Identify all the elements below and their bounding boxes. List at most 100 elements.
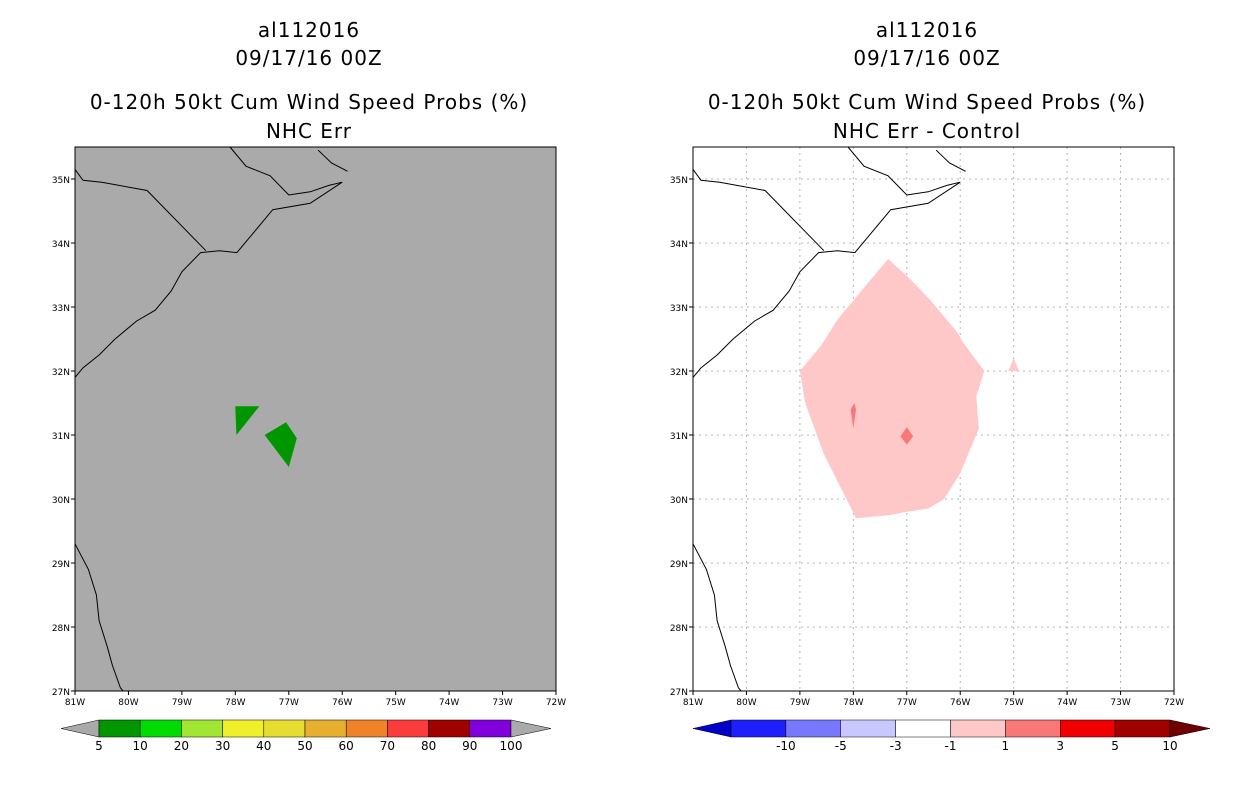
lon-tick-label: 77W <box>897 698 917 708</box>
map-frame <box>74 146 557 692</box>
coastline <box>692 146 961 378</box>
left-map-panel: al112016 09/17/16 00Z 0-120h 50kt Cum Wi… <box>52 18 566 753</box>
colorbar-label: 10 <box>1162 739 1177 753</box>
lat-tick-label: 35N <box>52 176 70 186</box>
lon-tick-label: 78W <box>843 698 863 708</box>
colorbar-swatch <box>840 719 896 738</box>
lat-tick-label: 31N <box>670 432 688 442</box>
right-product-title: 0-120h 50kt Cum Wind Speed Probs (%) <box>707 90 1147 114</box>
prob-area-5-10 <box>264 422 297 467</box>
lat-tick-label: 32N <box>52 368 70 378</box>
lon-tick-label: 79W <box>172 698 192 708</box>
lat-tick-label: 35N <box>670 176 688 186</box>
lon-tick-label: 75W <box>385 698 405 708</box>
colorbar-label: -5 <box>835 739 847 753</box>
colorbar-left-arrow <box>692 719 732 738</box>
lon-tick-label: 74W <box>1057 698 1077 708</box>
diff-area-3-5 <box>900 427 914 445</box>
lon-tick-label: 73W <box>1110 698 1130 708</box>
diff-area-1-3 <box>1008 358 1019 371</box>
colorbar-swatch <box>222 719 265 738</box>
colorbar-swatch <box>950 719 1006 738</box>
colorbar-swatch <box>469 719 512 738</box>
coastline-florida <box>74 543 124 692</box>
lon-tick-label: 81W <box>65 698 85 708</box>
colorbar-label: 70 <box>380 739 395 753</box>
colorbar-label: 40 <box>256 739 271 753</box>
colorbar-label: 90 <box>462 739 477 753</box>
outer-banks <box>935 149 966 172</box>
colorbar-swatch <box>387 719 429 738</box>
colorbar-swatch <box>730 719 787 738</box>
colorbar-swatch <box>1005 719 1061 738</box>
right-map-svg: 27N 28N 29N 30N 31N 32N 33N 34N 35N 81W 80W 79W 78W 7… <box>670 146 1211 753</box>
map-frame <box>692 146 1175 692</box>
coastline <box>74 146 343 378</box>
left-map-svg: 27N 28N 29N 30N 31N 32N 33N 34N 35N 81W 80W 79W 78W 7… <box>52 146 566 753</box>
state-border <box>692 169 825 252</box>
lon-tick-label: 72W <box>546 698 566 708</box>
lat-tick-label: 29N <box>670 560 688 570</box>
colorbar-swatch <box>98 719 141 738</box>
colorbar-label: 80 <box>421 739 436 753</box>
colorbar-label: 10 <box>133 739 148 753</box>
lat-tick-label: 30N <box>670 496 688 506</box>
colorbar-swatch <box>785 719 841 738</box>
colorbar-swatch <box>304 719 347 738</box>
right-storm-id: al112016 <box>875 18 979 42</box>
colorbar-label: 100 <box>500 739 523 753</box>
state-border <box>74 169 207 252</box>
colorbar-label: -3 <box>890 739 902 753</box>
lon-tick-label: 74W <box>439 698 459 708</box>
colorbar-swatch <box>181 719 223 738</box>
lat-tick-label: 32N <box>670 368 688 378</box>
colorbar-label: 5 <box>1111 739 1119 753</box>
lat-tick-label: 34N <box>52 240 70 250</box>
colorbar-swatch <box>139 719 182 738</box>
coastline-florida <box>692 543 742 692</box>
lat-tick-label: 33N <box>52 304 70 314</box>
diff-area-1-3 <box>799 259 985 519</box>
colorbar-left-arrow <box>60 719 100 738</box>
colorbar-swatch <box>345 719 388 738</box>
right-subtitle: NHC Err - Control <box>832 119 1022 143</box>
lon-tick-label: 73W <box>492 698 512 708</box>
lon-tick-label: 72W <box>1164 698 1184 708</box>
colorbar-right-arrow <box>1169 719 1211 738</box>
colorbar-label: 1 <box>1002 739 1010 753</box>
left-product-title: 0-120h 50kt Cum Wind Speed Probs (%) <box>89 90 529 114</box>
colorbar-label: 60 <box>339 739 354 753</box>
left-subtitle: NHC Err <box>265 119 353 143</box>
colorbar-label: 5 <box>95 739 103 753</box>
right-map-panel: al112016 09/17/16 00Z 0-120h 50kt Cum Wi… <box>618 0 1236 800</box>
left-datetime: 09/17/16 00Z <box>235 46 383 70</box>
colorbar-swatch <box>1060 719 1116 738</box>
colorbar-label: 20 <box>174 739 189 753</box>
lon-tick-label: 80W <box>118 698 138 708</box>
lat-tick-label: 34N <box>670 240 688 250</box>
lon-tick-label: 76W <box>332 698 352 708</box>
colorbar-swatch <box>1114 719 1171 738</box>
lon-tick-label: 80W <box>736 698 756 708</box>
lon-tick-label: 75W <box>1003 698 1023 708</box>
lat-tick-label: 27N <box>52 688 70 698</box>
diff-area-3-5 <box>850 403 856 429</box>
colorbar-label: -1 <box>945 739 957 753</box>
lon-tick-label: 77W <box>279 698 299 708</box>
colorbar-label: 30 <box>215 739 230 753</box>
lat-tick-label: 27N <box>670 688 688 698</box>
colorbar-swatch <box>428 719 471 738</box>
lon-tick-label: 79W <box>790 698 810 708</box>
lon-tick-label: 78W <box>225 698 245 708</box>
colorbar-label: -10 <box>776 739 796 753</box>
lat-tick-label: 28N <box>670 624 688 634</box>
map-background <box>75 147 556 691</box>
colorbar-swatch <box>895 719 951 738</box>
colorbar-right-arrow <box>510 719 552 738</box>
lat-tick-label: 29N <box>52 560 70 570</box>
lon-tick-label: 76W <box>950 698 970 708</box>
outer-banks <box>317 149 348 172</box>
prob-area-5-10 <box>235 406 260 435</box>
lat-tick-label: 31N <box>52 432 70 442</box>
right-datetime: 09/17/16 00Z <box>853 46 1001 70</box>
